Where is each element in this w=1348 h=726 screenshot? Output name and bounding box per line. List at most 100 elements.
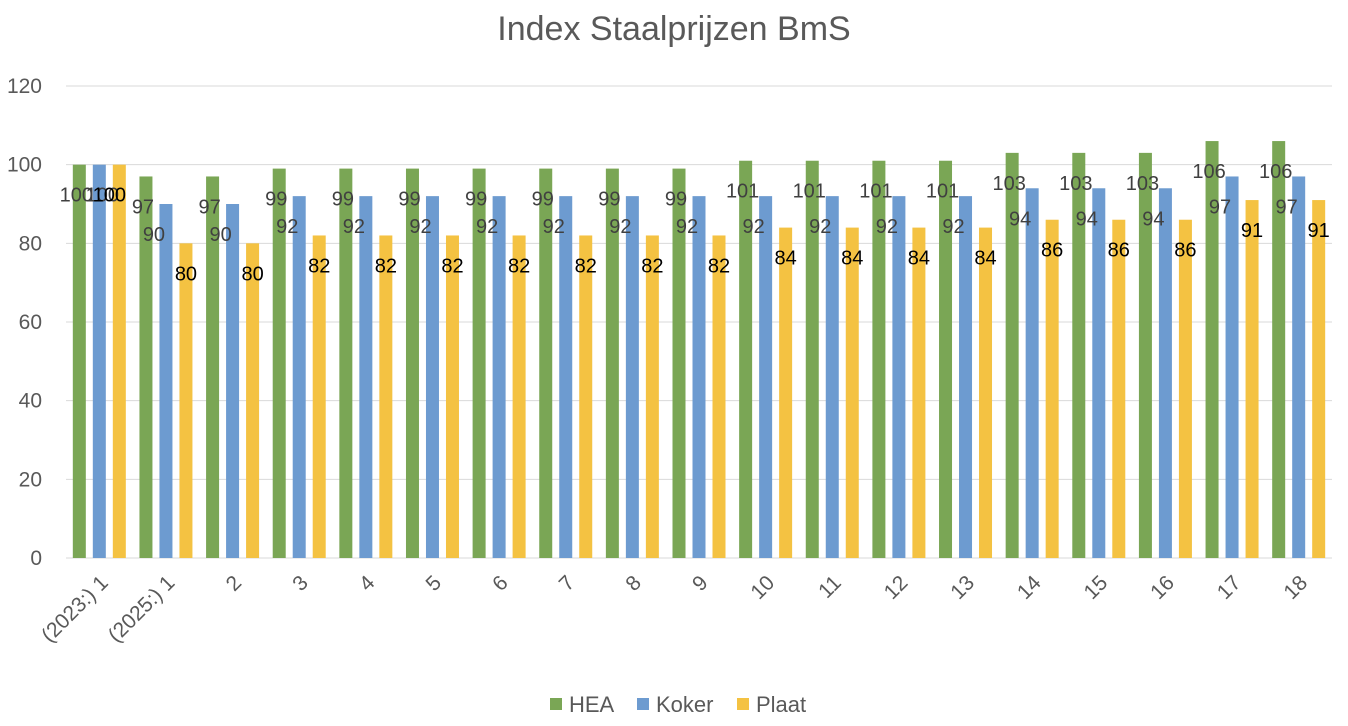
bar-koker bbox=[159, 204, 173, 558]
x-tick-label: (2023:) 1 bbox=[37, 571, 113, 647]
data-label-plaat: 82 bbox=[708, 255, 730, 277]
legend-swatch-plaat bbox=[737, 698, 749, 710]
bar-hea bbox=[139, 176, 153, 558]
bar-plaat bbox=[912, 227, 926, 558]
y-tick-label: 20 bbox=[19, 468, 42, 491]
x-tick-label: 18 bbox=[1279, 571, 1312, 604]
data-label-koker: 92 bbox=[276, 216, 298, 238]
x-tick-label: 14 bbox=[1013, 571, 1046, 604]
bar-koker bbox=[1158, 188, 1172, 558]
bar-hea bbox=[672, 168, 686, 558]
x-tick-label: (2025:) 1 bbox=[104, 571, 180, 647]
bar-koker bbox=[625, 196, 639, 558]
bar-koker bbox=[559, 196, 573, 558]
bar-plaat bbox=[1312, 200, 1326, 559]
data-label-hea: 106 bbox=[1259, 161, 1292, 183]
x-tick-label: 9 bbox=[688, 571, 713, 596]
bar-koker bbox=[92, 164, 106, 558]
x-tick-label: 8 bbox=[621, 571, 646, 596]
data-label-hea: 101 bbox=[926, 181, 959, 203]
legend-label-hea: HEA bbox=[569, 692, 615, 717]
bar-koker bbox=[692, 196, 706, 558]
bar-koker bbox=[825, 196, 839, 558]
bar-hea bbox=[1072, 152, 1086, 558]
bar-plaat bbox=[779, 227, 793, 558]
bar-koker bbox=[492, 196, 506, 558]
bar-hea bbox=[339, 168, 353, 558]
legend-swatch-koker bbox=[637, 698, 649, 710]
bar-plaat bbox=[845, 227, 859, 558]
data-label-plaat: 86 bbox=[1041, 240, 1063, 262]
bar-plaat bbox=[312, 235, 326, 558]
data-label-hea: 99 bbox=[265, 189, 287, 211]
data-label-hea: 99 bbox=[598, 189, 620, 211]
bar-hea bbox=[739, 160, 753, 558]
bar-hea bbox=[1138, 152, 1152, 558]
data-label-hea: 101 bbox=[793, 181, 826, 203]
data-label-koker: 90 bbox=[143, 224, 165, 246]
data-label-koker: 97 bbox=[1209, 196, 1231, 218]
bar-plaat bbox=[712, 235, 726, 558]
data-label-koker: 92 bbox=[609, 216, 631, 238]
data-label-plaat: 91 bbox=[1308, 220, 1330, 242]
bar-koker bbox=[425, 196, 439, 558]
data-label-plaat: 82 bbox=[375, 255, 397, 277]
x-axis-ticks: (2023:) 1(2025:) 1 2 3 4 5 6 7 8 9 10 11 12 13 14 15 16… bbox=[37, 571, 1312, 647]
data-label-plaat: 84 bbox=[908, 248, 930, 270]
chart-title: Index Staalprijzen BmS bbox=[497, 10, 850, 48]
bar-hea bbox=[872, 160, 886, 558]
y-tick-label: 120 bbox=[7, 75, 42, 98]
data-label-hea: 103 bbox=[1126, 173, 1159, 195]
bar-hea bbox=[472, 168, 486, 558]
data-label-plaat: 80 bbox=[241, 263, 263, 285]
bar-plaat bbox=[179, 243, 193, 559]
bar-koker bbox=[1292, 176, 1306, 558]
bar-hea bbox=[72, 164, 86, 558]
x-tick-label: 5 bbox=[421, 571, 446, 596]
bar-plaat bbox=[379, 235, 393, 558]
y-tick-label: 0 bbox=[30, 547, 42, 570]
bar-plaat bbox=[579, 235, 593, 558]
data-label-plaat: 82 bbox=[441, 255, 463, 277]
data-label-hea: 101 bbox=[726, 181, 759, 203]
bar-plaat bbox=[1112, 219, 1126, 558]
x-tick-label: 17 bbox=[1213, 571, 1246, 604]
bar-hea bbox=[1205, 141, 1219, 559]
y-tick-label: 100 bbox=[7, 154, 42, 177]
x-tick-label: 12 bbox=[880, 571, 913, 604]
bar-plaat bbox=[1245, 200, 1259, 559]
x-tick-label: 6 bbox=[488, 571, 513, 596]
data-label-hea: 106 bbox=[1192, 161, 1225, 183]
data-label-koker: 90 bbox=[209, 224, 231, 246]
data-label-koker: 92 bbox=[543, 216, 565, 238]
bars bbox=[72, 141, 1326, 559]
data-label-hea: 99 bbox=[465, 189, 487, 211]
data-label-koker: 100 bbox=[86, 185, 119, 207]
data-label-plaat: 100 bbox=[93, 185, 126, 207]
data-label-hea: 100 bbox=[60, 185, 93, 207]
data-label-hea: 97 bbox=[198, 196, 220, 218]
bar-koker bbox=[959, 196, 973, 558]
data-label-hea: 99 bbox=[332, 189, 354, 211]
x-tick-label: 13 bbox=[946, 571, 979, 604]
data-label-plaat: 82 bbox=[508, 255, 530, 277]
data-label-koker: 92 bbox=[876, 216, 898, 238]
data-label-plaat: 84 bbox=[974, 248, 996, 270]
bar-hea bbox=[1005, 152, 1019, 558]
bar-koker bbox=[759, 196, 773, 558]
data-label-koker: 94 bbox=[1009, 208, 1031, 230]
bar-koker bbox=[1092, 188, 1106, 558]
data-label-koker: 92 bbox=[809, 216, 831, 238]
bar-koker bbox=[892, 196, 906, 558]
y-tick-label: 60 bbox=[19, 311, 42, 334]
data-label-koker: 94 bbox=[1142, 208, 1164, 230]
x-tick-label: 2 bbox=[222, 571, 247, 596]
data-label-plaat: 84 bbox=[841, 248, 863, 270]
bar-hea bbox=[805, 160, 819, 558]
data-label-plaat: 86 bbox=[1174, 240, 1196, 262]
data-label-plaat: 84 bbox=[775, 248, 797, 270]
bar-hea bbox=[939, 160, 953, 558]
x-tick-label: 7 bbox=[555, 571, 580, 596]
data-label-koker: 92 bbox=[343, 216, 365, 238]
